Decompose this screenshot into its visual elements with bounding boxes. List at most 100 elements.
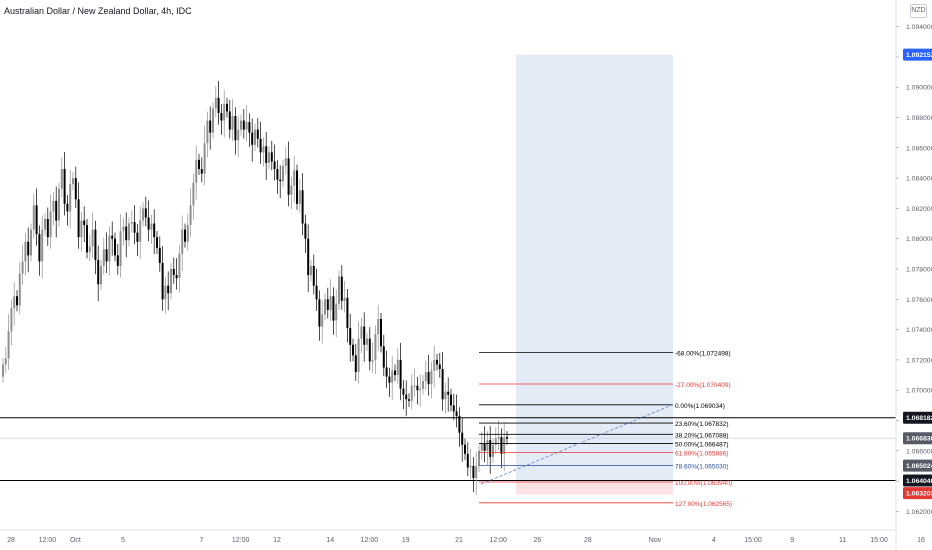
candle-body (346, 297, 349, 329)
candle-body (282, 165, 284, 182)
candle-body (83, 220, 86, 226)
candle-body (413, 385, 416, 387)
fib-level-label-6: 61.80%(1.065886) (675, 451, 729, 458)
candle-body (450, 394, 452, 406)
candle-body (13, 296, 16, 309)
price-badge-label-2: 1.066830 (906, 436, 932, 443)
candle-body (287, 158, 290, 195)
price-badge-label-3: 1.065024 (906, 463, 932, 470)
candle-body (63, 169, 66, 204)
candle-body (139, 220, 142, 242)
candle-body (497, 437, 500, 439)
candles (2, 80, 508, 496)
candle-body (122, 226, 125, 232)
candle-body (170, 269, 172, 294)
candle-body (503, 437, 506, 454)
candle-body (161, 262, 164, 300)
x-tick-label-6: 12 (273, 537, 281, 544)
candle-body (405, 394, 408, 400)
candle-body (41, 229, 44, 262)
candle-body (399, 359, 402, 389)
y-tick-label-3: 1.088000 (906, 115, 932, 122)
y-tick-label-2: 1.090000 (906, 85, 932, 92)
candle-body (228, 111, 231, 130)
candle-body (380, 318, 382, 347)
candle-body (469, 465, 472, 468)
currency-label[interactable]: NZD (910, 4, 927, 18)
candle-body (438, 364, 441, 369)
x-tick-label-14: Nov (649, 537, 662, 544)
x-tick-label-10: 21 (455, 537, 463, 544)
candle-body (147, 217, 150, 230)
y-tick-label-11: 1.072000 (906, 357, 932, 364)
candle-body (144, 208, 147, 218)
price-badge-label-0: 1.092152 (906, 52, 932, 59)
candle-body (293, 170, 296, 186)
candle-body (2, 364, 4, 377)
candle-body (382, 346, 385, 368)
long-position-target-zone (516, 54, 673, 481)
candle-body (270, 152, 273, 162)
candle-body (237, 129, 240, 141)
candle-body (419, 388, 422, 391)
candle-body (301, 190, 304, 224)
candle-body (368, 338, 371, 362)
candle-body (100, 265, 102, 285)
fib-level-label-8: 100.00%(1.063940) (675, 480, 732, 487)
candle-body (304, 223, 307, 239)
candle-body (483, 443, 486, 451)
candle-body (472, 465, 475, 479)
candle-body (175, 275, 178, 279)
y-tick-label-9: 1.076000 (906, 297, 932, 304)
candle-body (172, 269, 175, 276)
candle-body (16, 296, 18, 306)
candle-body (88, 246, 91, 253)
candle-body (251, 132, 254, 145)
candle-body (186, 225, 189, 242)
candle-body (156, 237, 158, 248)
candle-body (416, 385, 419, 391)
candle-body (114, 238, 116, 256)
candle-body (452, 405, 455, 412)
candle-body (374, 334, 377, 360)
candle-body (189, 205, 192, 226)
candle-body (72, 178, 74, 185)
x-tick-label-19: 15:00 (870, 537, 888, 544)
candle-body (321, 314, 324, 327)
candle-body (422, 381, 424, 389)
candle-body (461, 432, 464, 445)
price-badge-3 (903, 459, 932, 472)
candle-body (489, 440, 492, 457)
candle-body (49, 211, 52, 238)
x-tick-label-15: 4 (712, 537, 716, 544)
y-tick-label-5: 1.084000 (906, 176, 932, 183)
candle-body (94, 229, 97, 260)
candle-body (349, 328, 352, 345)
candle-body (335, 303, 338, 321)
fib-level-label-7: 78.60%(1.065030) (675, 463, 729, 470)
candle-body (458, 415, 461, 433)
candle-body (410, 385, 413, 401)
candle-body (298, 190, 301, 204)
price-badge-label-5: 1.063203 (906, 491, 932, 498)
candle-body (158, 247, 161, 263)
candle-body (475, 465, 478, 479)
y-tick-label-7: 1.080000 (906, 236, 932, 243)
candle-body (377, 318, 380, 335)
candle-body (192, 182, 195, 206)
candle-body (181, 229, 184, 254)
candle-body (256, 129, 259, 139)
candle-body (234, 115, 237, 141)
x-tick-label-8: 12:00 (361, 537, 379, 544)
fib-level-label-0: -68.00%(1.072498) (675, 350, 731, 357)
candle-body (214, 97, 217, 109)
candle-body (332, 296, 335, 321)
x-tick-label-12: 26 (534, 537, 542, 544)
candle-body (466, 453, 469, 468)
candle-body (312, 265, 315, 286)
candle-body (447, 391, 450, 395)
candle-body (262, 146, 265, 153)
candle-body (195, 159, 198, 183)
